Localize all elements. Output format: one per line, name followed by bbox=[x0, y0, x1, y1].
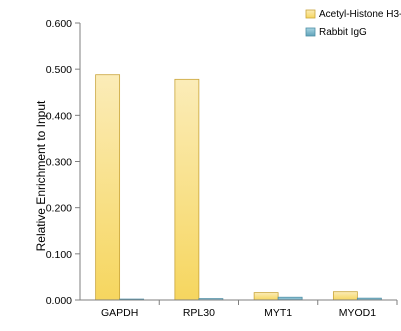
bars bbox=[95, 74, 382, 301]
legend-swatch bbox=[305, 9, 316, 19]
x-tick-label: MYT1 bbox=[264, 307, 292, 319]
bar-myt1-series-1 bbox=[253, 292, 279, 301]
legend: Acetyl-Histone H3-K9 Rabbit IgG bbox=[305, 9, 401, 38]
bar-myod1-series-1 bbox=[332, 291, 358, 301]
x-tick-label: RPL30 bbox=[183, 307, 215, 319]
y-axis-label: Relative Enrichment to Input bbox=[34, 100, 48, 251]
x-axis-ticks: GAPDH RPL30 MYT1 MYOD1 bbox=[101, 300, 398, 319]
y-tick-label: 0.000 bbox=[46, 295, 72, 307]
y-tick-label: 0.500 bbox=[46, 64, 72, 76]
legend-swatch bbox=[305, 27, 316, 37]
y-tick-label: 0.400 bbox=[46, 110, 72, 122]
x-tick-label: MYOD1 bbox=[339, 307, 377, 319]
x-tick-label: GAPDH bbox=[101, 307, 138, 319]
axes bbox=[79, 23, 397, 301]
y-axis-ticks: 0.000 0.100 0.200 0.300 0.400 0.500 0.600 bbox=[46, 18, 80, 307]
y-tick-label: 0.100 bbox=[46, 249, 72, 261]
bar-rpl30-series-1 bbox=[174, 78, 200, 301]
legend-label: Rabbit IgG bbox=[319, 27, 367, 38]
y-tick-label: 0.200 bbox=[46, 203, 72, 215]
y-tick-label: 0.300 bbox=[46, 157, 72, 169]
y-tick-label: 0.600 bbox=[46, 18, 72, 30]
legend-label: Acetyl-Histone H3-K9 bbox=[319, 9, 401, 20]
bar-gapdh-series-1 bbox=[95, 74, 121, 301]
